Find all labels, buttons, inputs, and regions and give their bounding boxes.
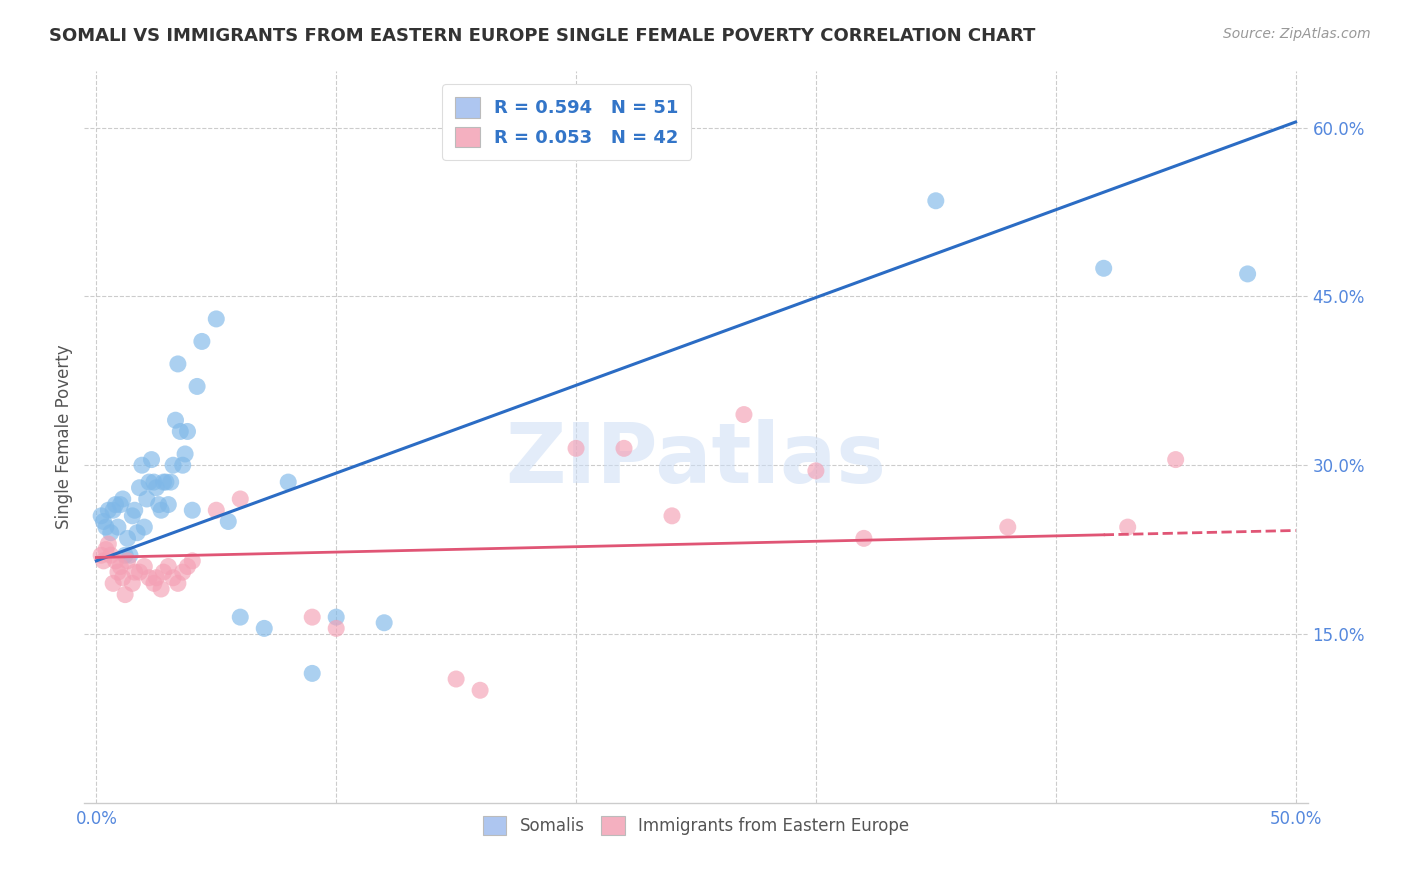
Point [1164,452,1187,467]
Point [114,548,136,562]
Point [94,520,117,534]
Point [301,610,323,624]
Point [142,576,165,591]
Point [90,548,112,562]
Point [174,447,197,461]
Point [804,464,827,478]
Point [468,683,491,698]
Point [134,520,156,534]
Point [93,554,115,568]
Point [101,503,124,517]
Point [121,576,143,591]
Point [107,520,129,534]
Point [134,559,156,574]
Point [162,458,184,473]
Point [128,565,150,579]
Point [152,565,174,579]
Point [157,498,180,512]
Point [852,532,875,546]
Point [205,312,228,326]
Point [124,565,146,579]
Point [1116,520,1139,534]
Point [128,481,150,495]
Point [150,503,173,517]
Point [110,559,132,574]
Point [145,481,167,495]
Point [277,475,299,489]
Point [181,554,204,568]
Point [110,498,132,512]
Point [301,666,323,681]
Point [124,503,146,517]
Point [159,475,181,489]
Point [253,621,276,635]
Point [733,408,755,422]
Point [148,498,170,512]
Point [162,571,184,585]
Point [155,475,177,489]
Legend: Somalis, Immigrants from Eastern Europe: Somalis, Immigrants from Eastern Europe [477,809,915,842]
Point [325,621,347,635]
Point [135,491,157,506]
Point [104,554,127,568]
Point [217,515,239,529]
Point [176,425,198,439]
Point [111,571,134,585]
Point [118,548,141,562]
Point [138,475,160,489]
Point [613,442,636,456]
Point [94,542,117,557]
Point [145,571,167,585]
Y-axis label: Single Female Poverty: Single Female Poverty [55,345,73,529]
Point [152,475,174,489]
Point [1236,267,1258,281]
Point [229,491,252,506]
Point [229,610,252,624]
Point [142,475,165,489]
Point [172,458,194,473]
Point [117,554,139,568]
Point [997,520,1019,534]
Point [97,503,120,517]
Point [186,379,208,393]
Point [169,425,191,439]
Point [107,565,129,579]
Text: Source: ZipAtlas.com: Source: ZipAtlas.com [1223,27,1371,41]
Point [191,334,214,349]
Point [325,610,347,624]
Point [141,452,163,467]
Point [117,532,139,546]
Point [661,508,683,523]
Point [111,491,134,506]
Point [157,559,180,574]
Point [127,525,149,540]
Point [100,548,122,562]
Point [121,508,143,523]
Point [167,576,190,591]
Point [165,413,187,427]
Point [100,525,122,540]
Point [167,357,190,371]
Point [90,508,112,523]
Point [114,588,136,602]
Point [181,503,204,517]
Point [172,565,194,579]
Text: SOMALI VS IMMIGRANTS FROM EASTERN EUROPE SINGLE FEMALE POVERTY CORRELATION CHART: SOMALI VS IMMIGRANTS FROM EASTERN EUROPE… [49,27,1036,45]
Point [138,571,160,585]
Point [176,559,198,574]
Point [373,615,395,630]
Point [1092,261,1115,276]
Point [131,458,153,473]
Point [205,503,228,517]
Point [101,576,124,591]
Point [925,194,948,208]
Text: ZIPatlas: ZIPatlas [506,418,886,500]
Point [93,515,115,529]
Point [104,498,127,512]
Point [565,442,588,456]
Point [150,582,173,596]
Point [97,537,120,551]
Point [444,672,467,686]
